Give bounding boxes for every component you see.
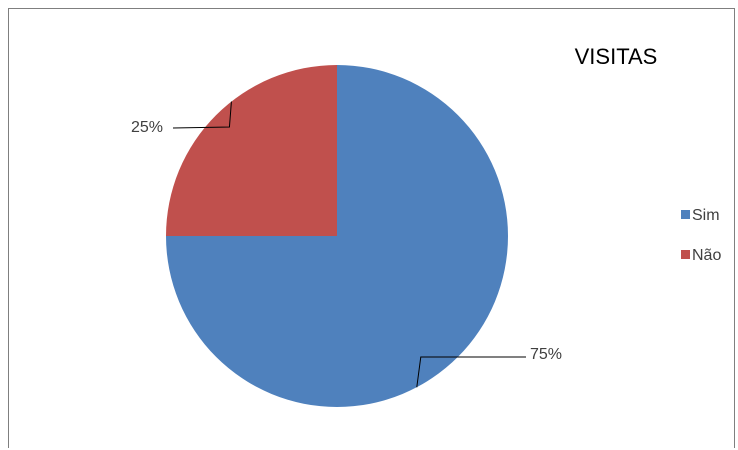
legend-swatch-sim: [681, 210, 690, 219]
legend-swatch-nao: [681, 250, 690, 259]
pie-slice-nao: [166, 65, 337, 236]
leader-lines: [172, 101, 526, 388]
leader-line-sim: [416, 356, 526, 388]
legend: Sim Não: [681, 207, 721, 264]
legend-label-nao: Não: [692, 247, 721, 264]
leader-line-nao: [172, 101, 232, 129]
legend-label-sim: Sim: [692, 207, 720, 224]
pie-slices: [166, 65, 508, 407]
chart-title: VISITAS: [575, 44, 658, 69]
data-label-nao: 25%: [131, 119, 163, 136]
data-label-sim: 75%: [530, 346, 562, 363]
